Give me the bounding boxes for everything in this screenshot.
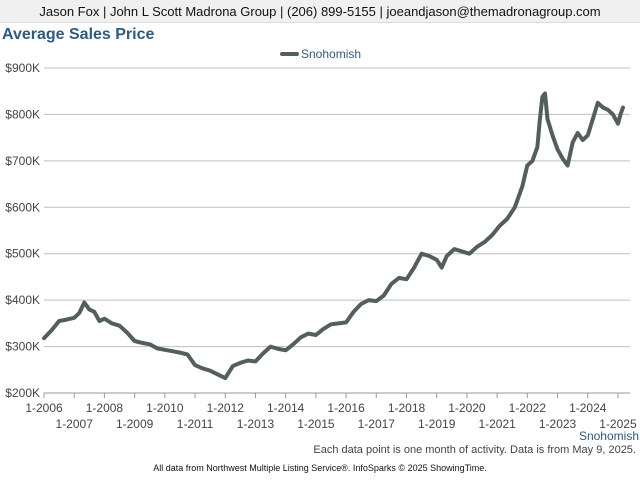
x-tick-label: 1-2015 (297, 417, 335, 431)
chart-title: Average Sales Price (2, 26, 155, 43)
x-axis-ticks: 1-2006 1-2007 1-2008 1-2009 1-2010 1-2011 1-20… (25, 393, 637, 431)
x-tick-label: 1-2017 (358, 417, 396, 431)
y-tick-label: $700K (5, 154, 40, 168)
x-tick-label: 1-2010 (146, 401, 184, 415)
x-tick-label: 1-2006 (25, 401, 63, 415)
x-tick-label: 1-2016 (327, 401, 365, 415)
y-tick-label: $800K (5, 107, 40, 121)
series-tag: Snohomish (579, 429, 639, 443)
x-tick-label: 1-2007 (56, 417, 94, 431)
y-tick-label: $600K (5, 200, 40, 214)
x-tick-label: 1-2009 (116, 417, 154, 431)
x-tick-label: 1-2021 (478, 417, 516, 431)
x-tick-label: 1-2020 (448, 401, 486, 415)
x-tick-label: 1-2024 (569, 401, 607, 415)
y-tick-label: $300K (5, 340, 40, 354)
y-axis-ticks: $200K $300K $400K $500K $600K $700K $800K $900K (5, 61, 40, 400)
y-tick-label: $500K (5, 247, 40, 261)
x-tick-label: 1-2023 (539, 417, 577, 431)
y-tick-label: $400K (5, 293, 40, 307)
x-tick-label: 1-2022 (509, 401, 547, 415)
data-note: Each data point is one month of activity… (313, 444, 636, 456)
legend: Snohomish (280, 47, 361, 61)
x-tick-label: 1-2011 (177, 417, 214, 431)
data-credit: All data from Northwest Multiple Listing… (153, 463, 487, 473)
legend-label: Snohomish (301, 47, 361, 61)
y-tick-label: $900K (5, 61, 40, 75)
series-line-snohomish (42, 91, 625, 381)
contact-banner: Jason Fox | John L Scott Madrona Group |… (0, 0, 640, 23)
x-tick-label: 1-2012 (207, 401, 245, 415)
y-tick-label: $200K (5, 386, 40, 400)
x-tick-label: 1-2008 (86, 401, 124, 415)
x-tick-label: 1-2013 (237, 417, 275, 431)
x-tick-label: 1-2025 (599, 417, 637, 431)
contact-text: Jason Fox | John L Scott Madrona Group |… (39, 3, 601, 19)
x-tick-label: 1-2014 (267, 401, 305, 415)
x-tick-label: 1-2019 (418, 417, 456, 431)
x-tick-label: 1-2018 (388, 401, 426, 415)
